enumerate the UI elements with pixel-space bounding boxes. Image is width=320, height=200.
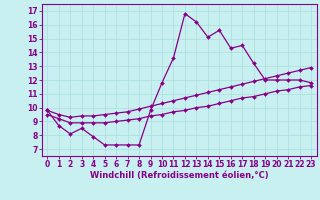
X-axis label: Windchill (Refroidissement éolien,°C): Windchill (Refroidissement éolien,°C) <box>90 171 268 180</box>
